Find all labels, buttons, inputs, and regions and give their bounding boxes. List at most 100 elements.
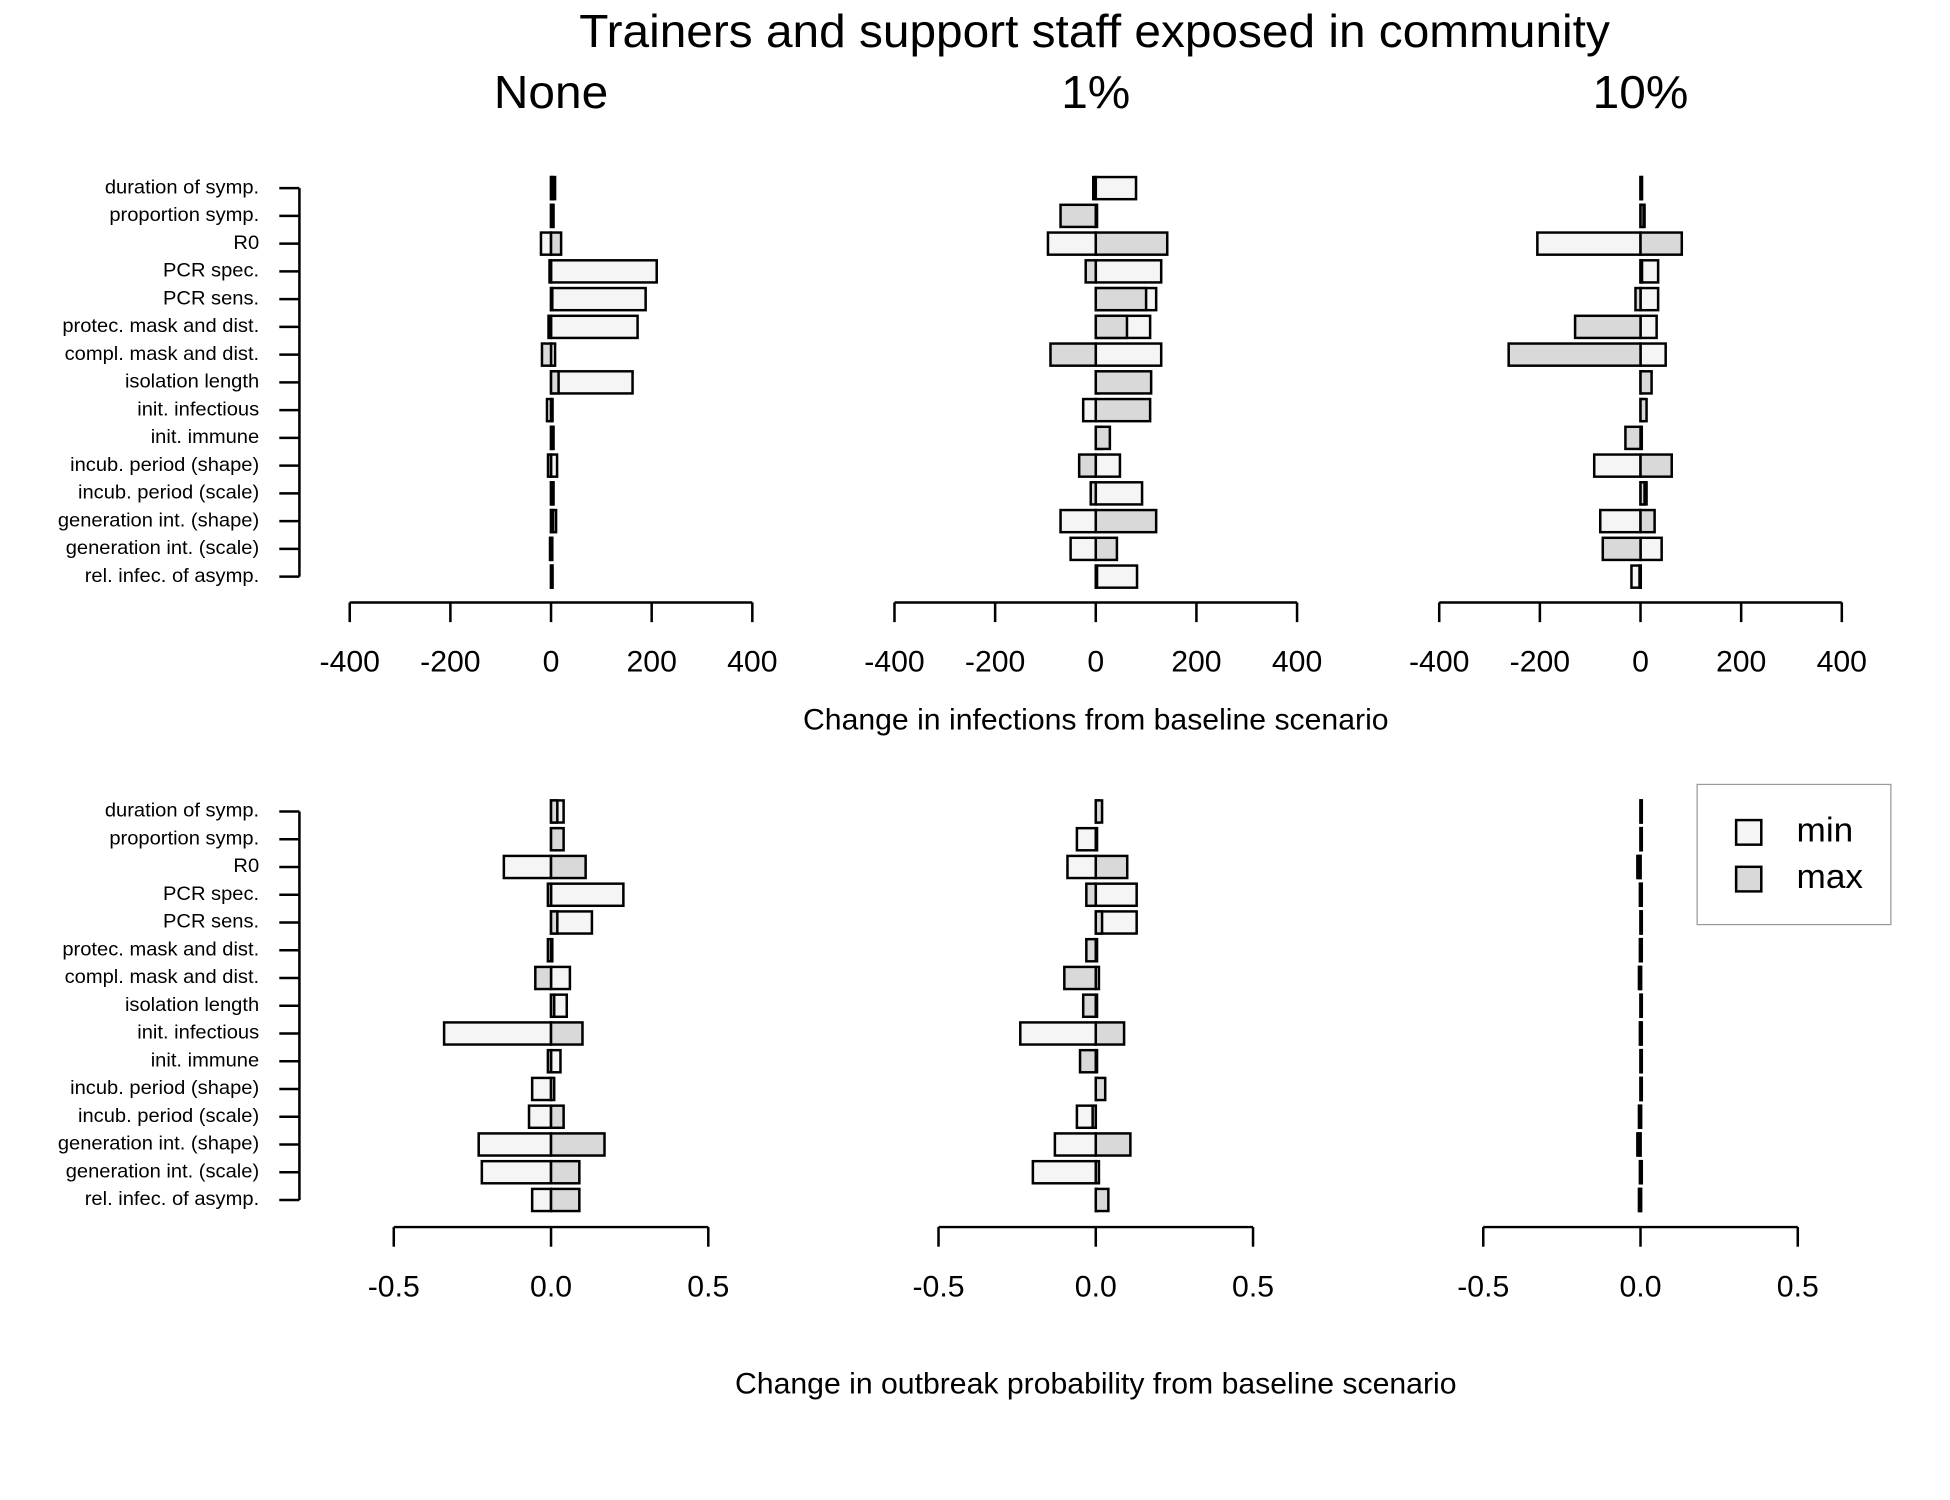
bar [549, 1048, 562, 1074]
bar [1573, 314, 1642, 340]
bar [1094, 826, 1099, 852]
bar [549, 1159, 581, 1185]
panel-title: None [494, 67, 608, 119]
bar [1094, 397, 1152, 423]
bar [1094, 342, 1163, 367]
bar [1639, 175, 1644, 201]
bar [1094, 854, 1129, 880]
bar [1624, 425, 1642, 451]
x-tick-label: 0 [543, 646, 560, 679]
bar [549, 508, 555, 534]
bar [1637, 854, 1642, 880]
category-label: protec. mask and dist. [62, 315, 259, 337]
bar [1094, 1076, 1107, 1102]
bar [549, 1132, 606, 1157]
category-label: init. immune [151, 426, 259, 448]
bar [1059, 203, 1098, 229]
bar [1639, 314, 1658, 340]
bar [1081, 993, 1098, 1019]
category-label: isolation length [125, 371, 259, 393]
bar [530, 1187, 553, 1213]
bar [549, 259, 658, 284]
legend-swatch [1734, 865, 1763, 893]
bar [549, 286, 647, 312]
bar [502, 854, 553, 880]
bar [1085, 882, 1098, 908]
bar [442, 1021, 553, 1046]
bar [547, 314, 553, 340]
panel-title: 1% [1061, 67, 1130, 119]
bar [1077, 453, 1098, 478]
bar [1639, 453, 1673, 478]
bar [1094, 481, 1144, 506]
bar [1639, 286, 1660, 312]
bar [549, 397, 554, 423]
bar [530, 1076, 553, 1102]
bar [1031, 1159, 1098, 1185]
bar [1536, 231, 1642, 256]
category-label: proportion symp. [109, 204, 259, 226]
bar [549, 937, 554, 963]
bar [549, 826, 565, 852]
x-tick-label: 0.5 [1232, 1271, 1274, 1304]
bar [1639, 231, 1684, 256]
bar [1639, 481, 1646, 506]
bar [549, 910, 559, 935]
bar [549, 882, 625, 908]
bar [1094, 231, 1169, 256]
bar [1059, 508, 1098, 534]
category-label: init. infectious [137, 1022, 259, 1044]
bar [1639, 370, 1653, 395]
category-label: rel. infec. of asymp. [85, 565, 259, 587]
bar [1601, 536, 1642, 562]
bar [1094, 508, 1158, 534]
category-label: compl. mask and dist. [65, 343, 260, 365]
bar [1638, 1104, 1643, 1130]
legend-swatch [1734, 818, 1763, 846]
bar [548, 536, 553, 562]
category-label: incub. period (scale) [78, 482, 259, 504]
x-tick-label: -200 [420, 646, 480, 679]
bar [1084, 259, 1098, 284]
category-label: init. infectious [137, 399, 259, 421]
bar [1599, 508, 1642, 534]
bar [1639, 259, 1644, 284]
category-label: generation int. (shape) [58, 510, 259, 532]
bar [1094, 910, 1104, 935]
bar [1046, 231, 1098, 256]
category-label: PCR sens. [163, 288, 259, 310]
bar [549, 175, 555, 201]
bar [480, 1159, 553, 1185]
x-tick-label: 200 [1716, 646, 1766, 679]
bar [540, 342, 553, 367]
bar [1638, 564, 1643, 589]
x-tick-label: 400 [1817, 646, 1867, 679]
bar [1638, 1187, 1643, 1213]
bar [1066, 854, 1098, 880]
bar [1094, 564, 1099, 589]
bar [1639, 1076, 1644, 1102]
bar [1075, 826, 1098, 852]
bar [1094, 259, 1163, 284]
bar [549, 965, 572, 991]
bar [549, 286, 554, 312]
bar [1094, 175, 1138, 201]
bar [549, 425, 554, 451]
bar [1053, 1132, 1098, 1157]
bar [1089, 481, 1098, 506]
category-label: PCR spec. [163, 883, 259, 905]
bar [1069, 536, 1098, 562]
bar [1639, 799, 1644, 824]
category-label: generation int. (scale) [66, 537, 259, 559]
x-tick-label: 0.5 [687, 1271, 729, 1304]
bar [1094, 286, 1148, 312]
x-axis-label: Change in outbreak probability from base… [735, 1368, 1457, 1401]
bar [1638, 965, 1643, 991]
bar [1094, 370, 1153, 395]
bar [1094, 799, 1104, 824]
bar [1094, 1021, 1126, 1046]
bar [1094, 1187, 1110, 1213]
bar [1507, 342, 1642, 367]
bar [477, 1132, 553, 1157]
